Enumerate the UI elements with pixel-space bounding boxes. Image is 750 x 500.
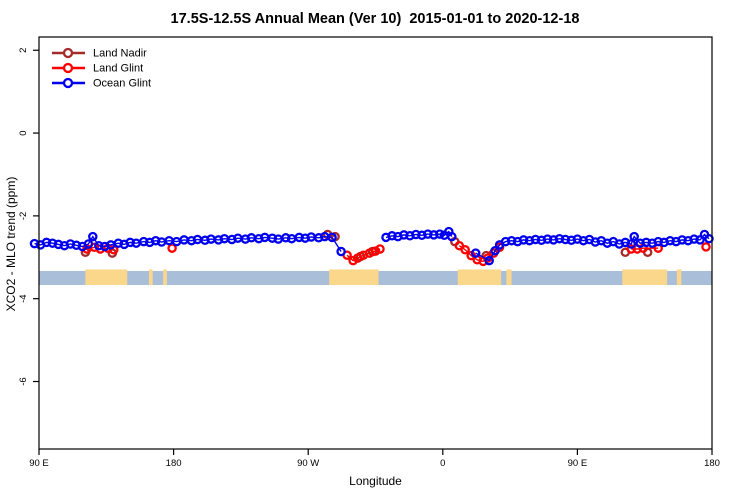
chart-title: 17.5S-12.5S Annual Mean (Ver 10) 2015-01… [170,11,580,27]
data-point [336,246,346,257]
land-segment [622,269,668,286]
data-point [689,234,699,244]
land-segment [329,269,379,286]
data-point [447,231,457,242]
data-series-layer [29,226,714,267]
x-tick-label: 180 [704,458,720,469]
data-point [83,239,94,249]
legend-label: Ocean Glint [93,78,151,90]
land-segment [163,269,167,286]
y-tick-label: -2 [18,212,29,220]
legend-marker [62,77,74,89]
data-point [387,231,397,241]
data-point [470,248,481,258]
land-segment [148,269,153,286]
legend-marker [62,62,74,74]
data-point [695,235,705,245]
map-band-layer [39,269,712,286]
data-point [704,233,714,244]
axes-layer: 90 E 180 90 W 0 90 E 180 2 0 -2 -4 -6 [18,36,720,469]
data-point [460,245,470,255]
x-tick-label: 180 [166,458,182,469]
x-tick-label: 90 E [29,458,49,469]
data-point [490,245,500,256]
y-tick-label: -6 [18,377,29,385]
y-tick-label: 2 [18,48,29,53]
data-point [167,243,177,253]
plot-frame [38,36,713,450]
data-point [554,233,565,244]
x-tick-label: 90 W [297,458,319,469]
data-point [626,239,636,249]
data-point [281,233,291,243]
legend-label: Land Nadir [93,48,147,60]
y-tick-label: -4 [18,294,29,302]
data-point [88,231,98,242]
data-point [484,255,494,266]
x-tick-label: 90 E [568,458,588,469]
data-point [435,229,445,239]
land-segment [85,269,128,286]
data-point [626,244,636,254]
data-point [701,242,711,252]
legend: Land Nadir Land Glint Ocean Glint [52,48,151,90]
x-tick-label: 0 [440,458,445,469]
land-segment [457,269,502,286]
y-tick-label: 0 [18,130,29,135]
data-point [375,244,385,254]
x-axis-title: Longitude [349,474,402,488]
land-segment [676,269,682,286]
data-point [629,231,639,242]
data-point [327,232,337,243]
data-point [518,235,529,245]
data-point [653,236,663,247]
legend-marker [62,47,74,59]
land-segment [506,269,512,286]
legend-label: Land Glint [93,63,143,75]
series-line [346,248,381,262]
